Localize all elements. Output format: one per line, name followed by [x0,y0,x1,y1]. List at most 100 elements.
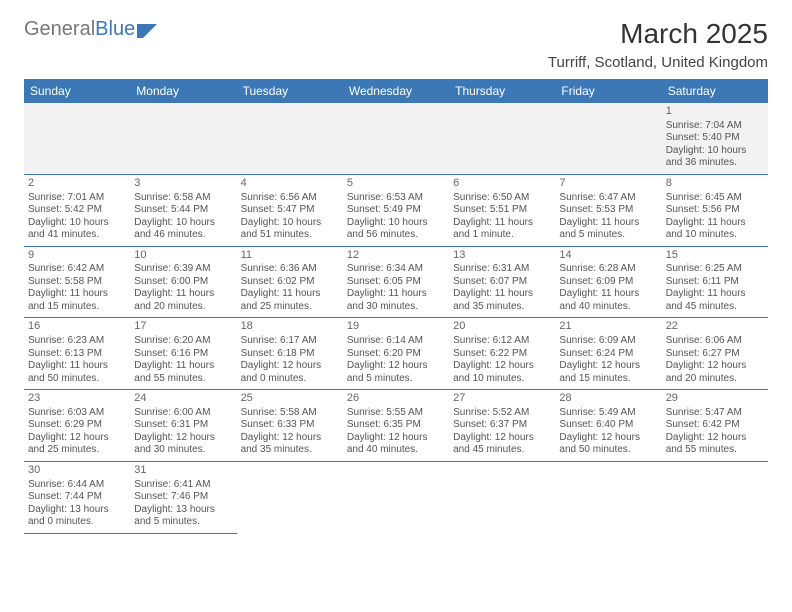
sunset-text: Sunset: 6:05 PM [347,276,445,289]
day-number: 23 [28,392,126,406]
sunrise-text: Sunrise: 6:45 AM [666,192,764,205]
month-title: March 2025 [548,18,768,50]
daylight-text: Daylight: 11 hours and 40 minutes. [559,288,657,313]
calendar-day: 12Sunrise: 6:34 AMSunset: 6:05 PMDayligh… [343,246,449,318]
daylight-text: Daylight: 12 hours and 50 minutes. [559,432,657,457]
day-header: Friday [555,79,661,103]
title-block: March 2025 Turriff, Scotland, United Kin… [548,18,768,71]
day-number: 14 [559,249,657,263]
sunrise-text: Sunrise: 7:01 AM [28,192,126,205]
calendar-day: 10Sunrise: 6:39 AMSunset: 6:00 PMDayligh… [130,246,236,318]
daylight-text: Daylight: 11 hours and 1 minute. [453,217,551,242]
calendar-day-empty [343,103,449,174]
sunset-text: Sunset: 6:35 PM [347,419,445,432]
calendar-day: 5Sunrise: 6:53 AMSunset: 5:49 PMDaylight… [343,174,449,246]
calendar-day: 3Sunrise: 6:58 AMSunset: 5:44 PMDaylight… [130,174,236,246]
sunrise-text: Sunrise: 6:28 AM [559,263,657,276]
sunset-text: Sunset: 6:24 PM [559,348,657,361]
sunrise-text: Sunrise: 6:25 AM [666,263,764,276]
sunset-text: Sunset: 6:42 PM [666,419,764,432]
calendar-day-empty [555,461,661,533]
daylight-text: Daylight: 12 hours and 10 minutes. [453,360,551,385]
calendar-day: 2Sunrise: 7:01 AMSunset: 5:42 PMDaylight… [24,174,130,246]
calendar-day: 31Sunrise: 6:41 AMSunset: 7:46 PMDayligh… [130,461,236,533]
calendar-week: 2Sunrise: 7:01 AMSunset: 5:42 PMDaylight… [24,174,768,246]
logo-text-2: Blue [95,18,135,41]
sunrise-text: Sunrise: 6:34 AM [347,263,445,276]
header: GeneralBlue March 2025 Turriff, Scotland… [24,18,768,71]
sunset-text: Sunset: 6:33 PM [241,419,339,432]
sunset-text: Sunset: 5:58 PM [28,276,126,289]
day-number: 30 [28,464,126,478]
day-number: 19 [347,320,445,334]
calendar-day: 23Sunrise: 6:03 AMSunset: 6:29 PMDayligh… [24,390,130,462]
day-number: 9 [28,249,126,263]
sunset-text: Sunset: 6:18 PM [241,348,339,361]
daylight-text: Daylight: 12 hours and 15 minutes. [559,360,657,385]
calendar-day: 19Sunrise: 6:14 AMSunset: 6:20 PMDayligh… [343,318,449,390]
sunrise-text: Sunrise: 6:44 AM [28,479,126,492]
calendar-day-empty [449,461,555,533]
day-number: 12 [347,249,445,263]
sunrise-text: Sunrise: 6:09 AM [559,335,657,348]
day-number: 21 [559,320,657,334]
sunrise-text: Sunrise: 6:23 AM [28,335,126,348]
calendar-day-empty [555,103,661,174]
day-header: Tuesday [237,79,343,103]
day-number: 3 [134,177,232,191]
calendar-day: 26Sunrise: 5:55 AMSunset: 6:35 PMDayligh… [343,390,449,462]
calendar-header-row: SundayMondayTuesdayWednesdayThursdayFrid… [24,79,768,103]
sunset-text: Sunset: 5:40 PM [666,132,764,145]
day-number: 27 [453,392,551,406]
day-number: 17 [134,320,232,334]
sunrise-text: Sunrise: 6:03 AM [28,407,126,420]
day-header: Sunday [24,79,130,103]
sunset-text: Sunset: 6:02 PM [241,276,339,289]
daylight-text: Daylight: 11 hours and 15 minutes. [28,288,126,313]
daylight-text: Daylight: 12 hours and 55 minutes. [666,432,764,457]
sunset-text: Sunset: 6:13 PM [28,348,126,361]
sunrise-text: Sunrise: 5:52 AM [453,407,551,420]
calendar-day: 9Sunrise: 6:42 AMSunset: 5:58 PMDaylight… [24,246,130,318]
daylight-text: Daylight: 11 hours and 10 minutes. [666,217,764,242]
calendar-day-empty [343,461,449,533]
sunset-text: Sunset: 6:16 PM [134,348,232,361]
day-number: 16 [28,320,126,334]
calendar-day: 27Sunrise: 5:52 AMSunset: 6:37 PMDayligh… [449,390,555,462]
sunrise-text: Sunrise: 5:55 AM [347,407,445,420]
calendar-day: 16Sunrise: 6:23 AMSunset: 6:13 PMDayligh… [24,318,130,390]
day-header: Wednesday [343,79,449,103]
calendar-day: 18Sunrise: 6:17 AMSunset: 6:18 PMDayligh… [237,318,343,390]
daylight-text: Daylight: 10 hours and 41 minutes. [28,217,126,242]
daylight-text: Daylight: 12 hours and 5 minutes. [347,360,445,385]
day-number: 20 [453,320,551,334]
calendar-day: 7Sunrise: 6:47 AMSunset: 5:53 PMDaylight… [555,174,661,246]
day-number: 4 [241,177,339,191]
sunset-text: Sunset: 6:40 PM [559,419,657,432]
daylight-text: Daylight: 10 hours and 56 minutes. [347,217,445,242]
sunrise-text: Sunrise: 6:50 AM [453,192,551,205]
calendar-day-empty [662,461,768,533]
day-number: 2 [28,177,126,191]
calendar-day: 20Sunrise: 6:12 AMSunset: 6:22 PMDayligh… [449,318,555,390]
logo: GeneralBlue [24,18,159,41]
daylight-text: Daylight: 11 hours and 30 minutes. [347,288,445,313]
calendar-day-empty [237,103,343,174]
calendar-day-empty [237,461,343,533]
calendar-day: 24Sunrise: 6:00 AMSunset: 6:31 PMDayligh… [130,390,236,462]
daylight-text: Daylight: 11 hours and 5 minutes. [559,217,657,242]
sunrise-text: Sunrise: 6:58 AM [134,192,232,205]
calendar-day: 25Sunrise: 5:58 AMSunset: 6:33 PMDayligh… [237,390,343,462]
calendar-day: 29Sunrise: 5:47 AMSunset: 6:42 PMDayligh… [662,390,768,462]
sunrise-text: Sunrise: 6:17 AM [241,335,339,348]
daylight-text: Daylight: 12 hours and 45 minutes. [453,432,551,457]
sunrise-text: Sunrise: 6:39 AM [134,263,232,276]
sunset-text: Sunset: 6:22 PM [453,348,551,361]
sunrise-text: Sunrise: 6:12 AM [453,335,551,348]
day-number: 6 [453,177,551,191]
day-number: 18 [241,320,339,334]
calendar-day-empty [130,103,236,174]
calendar-day: 1Sunrise: 7:04 AMSunset: 5:40 PMDaylight… [662,103,768,174]
sunset-text: Sunset: 6:20 PM [347,348,445,361]
day-number: 24 [134,392,232,406]
